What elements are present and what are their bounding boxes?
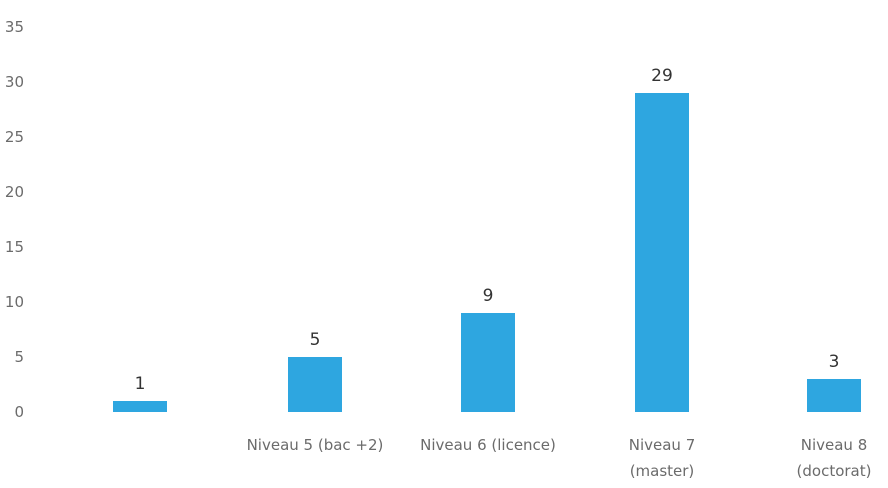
x-axis: Niveau 5 (bac +2) Niveau 6 (licence) Nivea… — [247, 436, 872, 480]
y-tick-label: 30 — [5, 73, 24, 91]
category-label: (master) — [630, 462, 695, 480]
data-labels: 1 5 9 29 3 — [135, 66, 840, 394]
data-label: 1 — [135, 374, 146, 394]
bar — [461, 313, 515, 412]
bar — [288, 357, 342, 412]
y-axis: 0 5 10 15 20 25 30 35 — [5, 18, 24, 421]
data-label: 29 — [651, 66, 673, 86]
y-tick-label: 20 — [5, 183, 24, 201]
bar — [113, 401, 167, 412]
data-label: 5 — [310, 330, 321, 350]
data-label: 9 — [483, 286, 494, 306]
y-tick-label: 15 — [5, 238, 24, 256]
category-label: Niveau 7 — [629, 436, 696, 454]
bar — [807, 379, 861, 412]
y-tick-label: 35 — [5, 18, 24, 36]
bar — [635, 93, 689, 412]
data-label: 3 — [829, 352, 840, 372]
category-label: Niveau 8 — [801, 436, 868, 454]
y-tick-label: 0 — [14, 403, 24, 421]
category-label: Niveau 6 (licence) — [420, 436, 556, 454]
bars — [113, 93, 861, 412]
y-tick-label: 25 — [5, 128, 24, 146]
category-label: (doctorat) — [797, 462, 872, 480]
y-tick-label: 10 — [5, 293, 24, 311]
category-label: Niveau 5 (bac +2) — [247, 436, 384, 454]
y-tick-label: 5 — [14, 348, 24, 366]
